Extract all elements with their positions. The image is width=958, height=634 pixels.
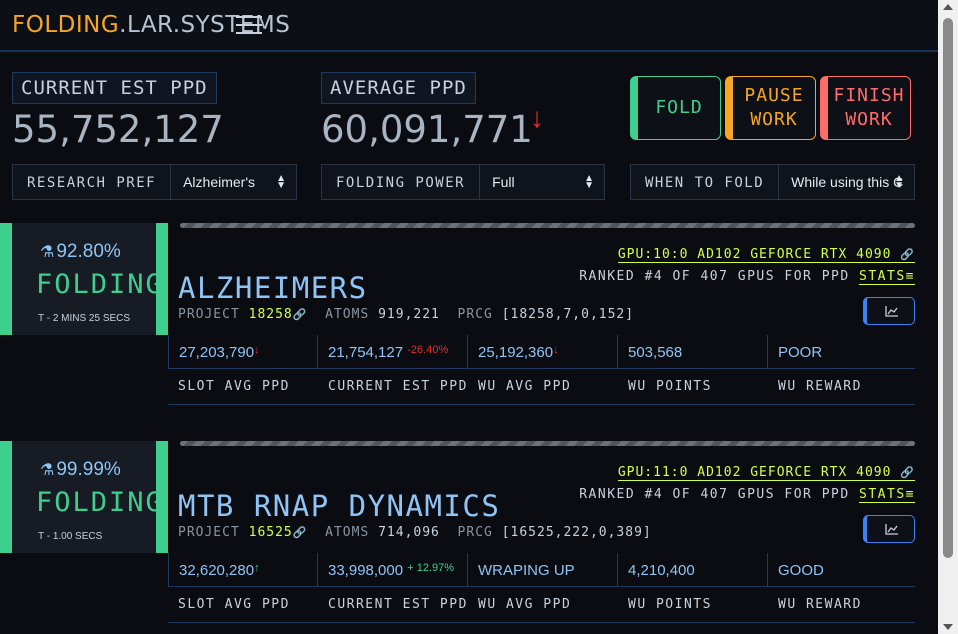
current-est-ppd-metric-label: CURRENT EST PPD — [328, 597, 468, 612]
slot-percent: ⚗ 92.80% — [40, 241, 121, 262]
wu-reward-cell: GOOD — [768, 553, 915, 587]
slot-avg-ppd-cell: 32,620,280↑ — [168, 553, 318, 587]
prcg-value: [18258,7,0,152] — [501, 307, 635, 322]
ranked-text: RANKED #4 OF 407 GPUS FOR PPD STATS≡ — [579, 269, 915, 285]
project-line: PROJECT 16525🔗 ATOMS 714,096 PRCG [16525… — [178, 525, 652, 540]
pause-work-button[interactable]: PAUSE WORK — [725, 76, 816, 140]
slot-status-panel: ⚗ 99.99% FOLDING T - 1.00 SECS — [0, 441, 168, 553]
scroll-thumb[interactable] — [943, 18, 953, 558]
research-pref-group: RESEARCH PREF Alzheimer's ▲ ▼ — [12, 164, 297, 200]
slot-status-text: FOLDING — [36, 269, 164, 300]
folding-power-select[interactable]: Full ▲ ▼ — [480, 165, 604, 199]
flask-icon: ⚗ — [40, 244, 55, 261]
brand-part-1: FOLDING — [12, 12, 120, 38]
pause-button-line-2: WORK — [750, 109, 798, 130]
link-icon: 🔗 — [900, 466, 915, 479]
slot-timer: T - 1.00 SECS — [38, 531, 103, 542]
prcg-value: [16525,222,0,389] — [501, 525, 652, 540]
project-number-link[interactable]: 18258🔗 — [248, 307, 308, 322]
wu-avg-ppd-label: WU AVG PPD — [478, 379, 572, 394]
fold-button[interactable]: FOLD — [630, 76, 721, 140]
trend-up-icon: ↑ — [254, 562, 260, 574]
trend-down-icon: ↓ — [254, 344, 260, 356]
ranked-text: RANKED #4 OF 407 GPUS FOR PPD STATS≡ — [579, 487, 915, 503]
flask-icon: ⚗ — [40, 462, 55, 479]
change-percent: -26.40% — [407, 344, 449, 356]
wu-avg-ppd-cell: 25,192,360↓ — [468, 335, 618, 369]
wu-avg-ppd-cell: WRAPING UP — [468, 553, 618, 587]
gpu-link[interactable]: GPU:10:0 AD102 GEFORCE RTX 4090 🔗 — [617, 247, 915, 263]
average-ppd-label: AVERAGE PPD — [321, 72, 476, 104]
slot-status-panel: ⚗ 92.80% FOLDING T - 2 MINS 25 SECS — [0, 223, 168, 335]
slot-avg-ppd-label: SLOT AVG PPD — [178, 597, 290, 612]
slot-project-title: MTB RNAP DYNAMICS — [178, 489, 501, 523]
chart-button[interactable] — [863, 297, 915, 325]
link-icon: 🔗 — [900, 248, 915, 261]
slot-metrics: 27,203,790↓ 21,754,127 -26.40% 25,192,36… — [168, 335, 915, 405]
current-est-ppd-metric-label: CURRENT EST PPD — [328, 379, 468, 394]
current-est-ppd-label: CURRENT EST PPD — [12, 72, 217, 104]
folding-power-value: Full — [492, 174, 515, 190]
project-number-link[interactable]: 16525🔗 — [248, 525, 308, 540]
slot-metrics: 32,620,280↑ 33,998,000 + 12.97% WRAPING … — [168, 553, 915, 623]
atoms-value: 919,221 — [378, 307, 440, 322]
hamburger-menu-icon[interactable] — [236, 16, 262, 36]
atoms-value: 714,096 — [378, 525, 440, 540]
wu-points-cell: 4,210,400 — [618, 553, 768, 587]
slot-project-title: ALZHEIMERS — [178, 271, 368, 305]
link-icon: 🔗 — [292, 308, 308, 321]
research-pref-label: RESEARCH PREF — [13, 165, 172, 199]
change-percent: + 12.97% — [407, 562, 455, 574]
wu-reward-label: WU REWARD — [778, 597, 862, 612]
finish-button-line-2: WORK — [845, 109, 893, 130]
brand-part-2: .LAR.SYSTEMS — [119, 12, 291, 38]
fold-button-label: FOLD — [655, 97, 703, 118]
current-est-ppd-value: 55,752,127 — [12, 108, 224, 151]
current-est-ppd-cell: 21,754,127 -26.40% — [318, 335, 468, 369]
wu-reward-label: WU REWARD — [778, 379, 862, 394]
top-nav: FOLDING.LAR.SYSTEMS — [0, 0, 938, 52]
chart-button[interactable] — [863, 515, 915, 543]
finish-button-line-1: FINISH — [833, 85, 905, 106]
slot-progress-bar — [180, 223, 915, 228]
average-trend-down-icon: ↓ — [530, 102, 544, 133]
average-ppd-value: 60,091,771 — [321, 108, 533, 151]
gpu-link[interactable]: GPU:11:0 AD102 GEFORCE RTX 4090 🔗 — [617, 465, 915, 481]
wu-points-label: WU POINTS — [628, 379, 712, 394]
pause-button-line-1: PAUSE — [744, 85, 804, 106]
research-pref-select[interactable]: Alzheimer's ▲ ▼ — [171, 165, 296, 199]
stats-link[interactable]: STATS≡ — [859, 487, 915, 503]
finish-work-button[interactable]: FINISH WORK — [820, 76, 911, 140]
when-to-fold-group: WHEN TO FOLD While using this C ▲ ▼ — [630, 164, 915, 200]
research-pref-value: Alzheimer's — [183, 174, 255, 190]
when-to-fold-value: While using this C — [791, 174, 904, 190]
project-line: PROJECT 18258🔗 ATOMS 919,221 PRCG [18258… — [178, 307, 635, 322]
wu-reward-cell: POOR — [768, 335, 915, 369]
link-icon: 🔗 — [292, 526, 308, 539]
folding-power-group: FOLDING POWER Full ▲ ▼ — [321, 164, 605, 200]
wu-points-cell: 503,568 — [618, 335, 768, 369]
slot-percent: ⚗ 99.99% — [40, 459, 121, 480]
chart-line-icon — [885, 306, 898, 317]
slot-progress-bar — [180, 441, 915, 446]
slot-avg-ppd-label: SLOT AVG PPD — [178, 379, 290, 394]
scrollbar[interactable] — [938, 0, 958, 634]
when-to-fold-select[interactable]: While using this C ▲ ▼ — [779, 165, 914, 199]
wu-points-label: WU POINTS — [628, 597, 712, 612]
trend-down-icon: ↓ — [553, 344, 559, 356]
select-caret-icon: ▲ ▼ — [276, 173, 286, 191]
chart-line-icon — [885, 524, 898, 535]
scroll-down-arrow-icon[interactable] — [943, 624, 953, 630]
slot-timer: T - 2 MINS 25 SECS — [38, 313, 131, 324]
folding-power-label: FOLDING POWER — [322, 165, 481, 199]
slot-status-text: FOLDING — [36, 487, 164, 518]
wu-avg-ppd-label: WU AVG PPD — [478, 597, 572, 612]
current-est-ppd-cell: 33,998,000 + 12.97% — [318, 553, 468, 587]
stats-link[interactable]: STATS≡ — [859, 269, 915, 285]
select-caret-icon: ▲ ▼ — [894, 173, 904, 191]
slot-avg-ppd-cell: 27,203,790↓ — [168, 335, 318, 369]
when-to-fold-label: WHEN TO FOLD — [631, 165, 780, 199]
scroll-up-arrow-icon[interactable] — [943, 4, 953, 10]
select-caret-icon: ▲ ▼ — [584, 173, 594, 191]
